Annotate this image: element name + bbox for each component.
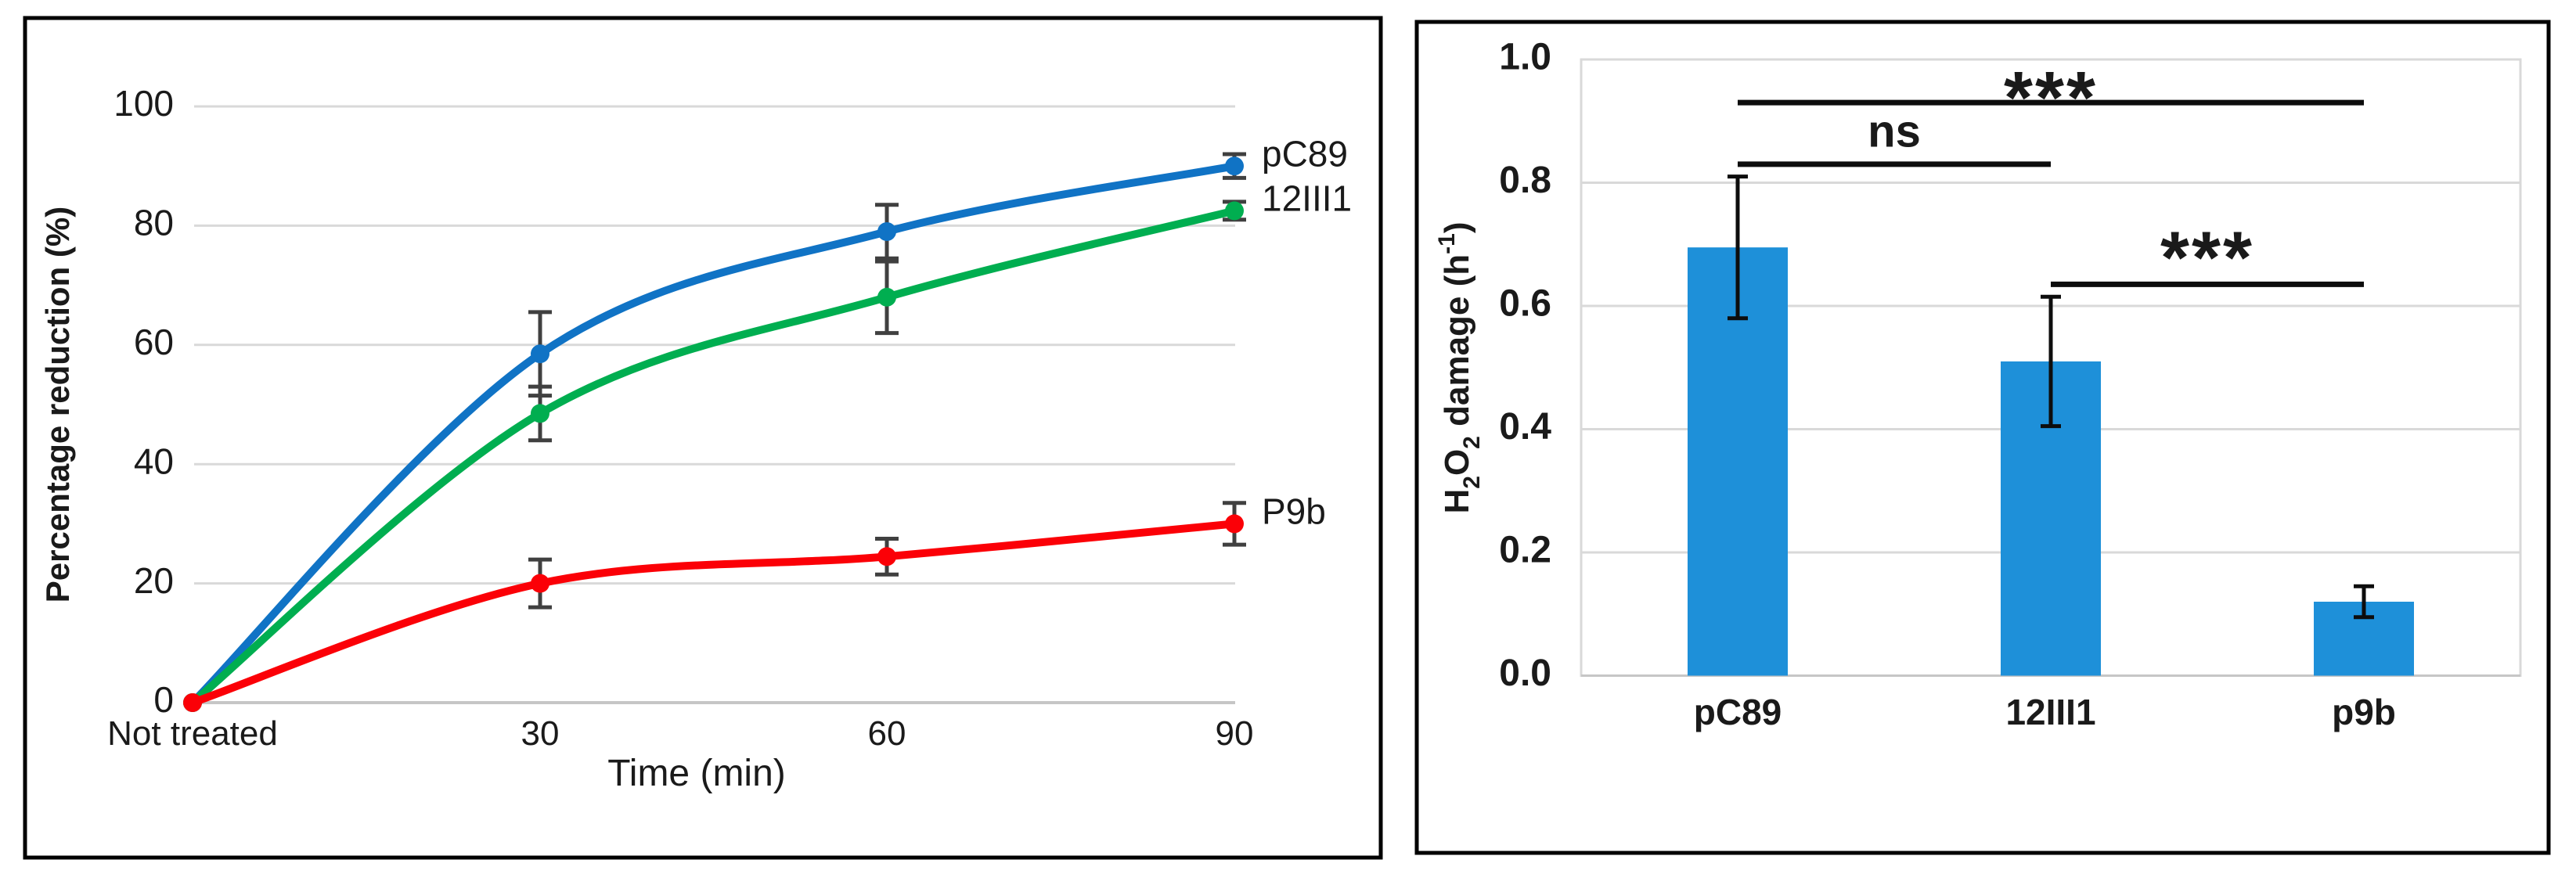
x-tick-label: 60 bbox=[868, 714, 906, 753]
y-axis-title-part: ) bbox=[1438, 221, 1476, 233]
data-point-marker bbox=[531, 574, 549, 593]
significance-label: *** bbox=[2004, 56, 2098, 139]
data-point-marker bbox=[877, 547, 896, 566]
y-axis-title: Percentage reduction (%) bbox=[39, 207, 76, 602]
data-point-marker bbox=[1225, 156, 1244, 176]
y-tick-label: 0.8 bbox=[1499, 160, 1551, 201]
y-tick-label: 20 bbox=[134, 560, 174, 601]
line-chart-panel: 0 20 40 60 80 100 Not treated 30 60 90 Time (min) P… bbox=[23, 16, 1383, 860]
y-axis-title-part: H bbox=[1438, 489, 1476, 514]
y-tick-label: 60 bbox=[134, 322, 174, 362]
data-point-marker bbox=[1225, 201, 1244, 221]
data-point-marker bbox=[531, 404, 549, 423]
y-tick-label: 40 bbox=[134, 441, 174, 481]
data-point-marker bbox=[877, 287, 896, 307]
x-tick-label: 30 bbox=[521, 714, 560, 753]
x-tick-label: 90 bbox=[1216, 714, 1254, 753]
significance-label: *** bbox=[2160, 217, 2254, 300]
y-tick-label: 0 bbox=[153, 679, 174, 720]
y-axis-title: H2O2 damage (h-1) bbox=[1434, 221, 1485, 513]
series-label: P9b bbox=[1262, 491, 1326, 532]
y-axis-title-part: 2 bbox=[1459, 436, 1485, 449]
y-axis-title-part: 2 bbox=[1459, 476, 1485, 489]
series-label: 12III1 bbox=[1262, 178, 1352, 219]
panel-border bbox=[23, 16, 1383, 860]
series-line-pC89 bbox=[189, 162, 1238, 707]
data-point-marker bbox=[531, 344, 549, 364]
x-tick-label: pC89 bbox=[1694, 692, 1782, 732]
y-axis-title-part: -1 bbox=[1434, 233, 1460, 254]
y-axis-title-part: damage (h bbox=[1438, 254, 1476, 436]
data-point-marker bbox=[183, 693, 202, 712]
x-tick-label: Not treated bbox=[107, 714, 278, 753]
series-label: pC89 bbox=[1262, 133, 1348, 174]
y-tick-label: 0.2 bbox=[1499, 530, 1551, 571]
y-tick-label: 0.0 bbox=[1499, 653, 1551, 694]
x-tick-label: 12III1 bbox=[2005, 692, 2095, 732]
data-point-marker bbox=[877, 222, 896, 241]
significance-label: ns bbox=[1868, 106, 1921, 156]
x-tick-label: p9b bbox=[2332, 692, 2396, 732]
y-tick-label: 0.4 bbox=[1499, 406, 1551, 448]
y-axis-title-part: O bbox=[1438, 449, 1476, 476]
data-point-marker bbox=[1225, 514, 1244, 534]
y-tick-label: 80 bbox=[134, 203, 174, 243]
series-line-12III1 bbox=[189, 207, 1238, 707]
x-axis-title: Time (min) bbox=[607, 753, 786, 794]
series-line-P9b bbox=[189, 520, 1238, 707]
y-tick-label: 100 bbox=[113, 83, 174, 124]
panel-border bbox=[1414, 20, 2551, 855]
y-tick-label: 0.6 bbox=[1499, 283, 1551, 325]
y-tick-label: 1.0 bbox=[1499, 37, 1551, 78]
